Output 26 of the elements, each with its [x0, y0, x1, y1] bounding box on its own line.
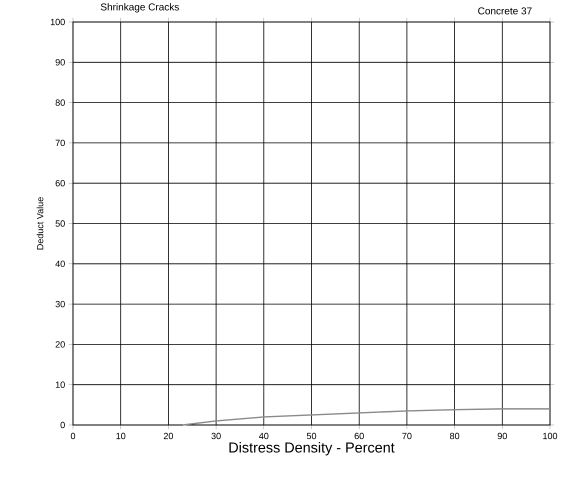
x-tick-label: 60: [354, 432, 364, 440]
x-tick-label: 0: [70, 432, 76, 440]
x-tick-label: 30: [211, 432, 221, 440]
chart-subtitle: Concrete 37: [478, 7, 532, 14]
y-tick-label: 0: [60, 422, 65, 428]
chart-title: Shrinkage Cracks: [100, 3, 179, 12]
x-tick-label: 70: [402, 432, 412, 440]
x-tick-label: 90: [498, 432, 507, 440]
y-axis-title: Deduct Value: [36, 197, 44, 250]
y-tick-label: 80: [56, 99, 65, 106]
y-tick-label: 50: [56, 220, 65, 227]
y-tick-label: 70: [56, 140, 65, 146]
x-tick-label: 100: [543, 432, 558, 440]
y-tick-label: 30: [56, 300, 65, 308]
y-tick-label: 10: [56, 382, 65, 388]
x-axis-title: Distress Density - Percent: [229, 442, 395, 456]
y-tick-label: 20: [56, 341, 65, 348]
x-tick-label: 50: [306, 432, 316, 440]
y-tick-label: 90: [56, 59, 65, 66]
x-tick-label: 40: [259, 432, 268, 440]
y-tick-label: 40: [55, 260, 65, 267]
x-tick-label: 20: [164, 432, 174, 440]
y-tick-label: 60: [56, 180, 65, 186]
x-tick-label: 80: [450, 432, 460, 440]
x-tick-label: 10: [116, 432, 126, 440]
y-tick-label: 100: [50, 18, 65, 26]
